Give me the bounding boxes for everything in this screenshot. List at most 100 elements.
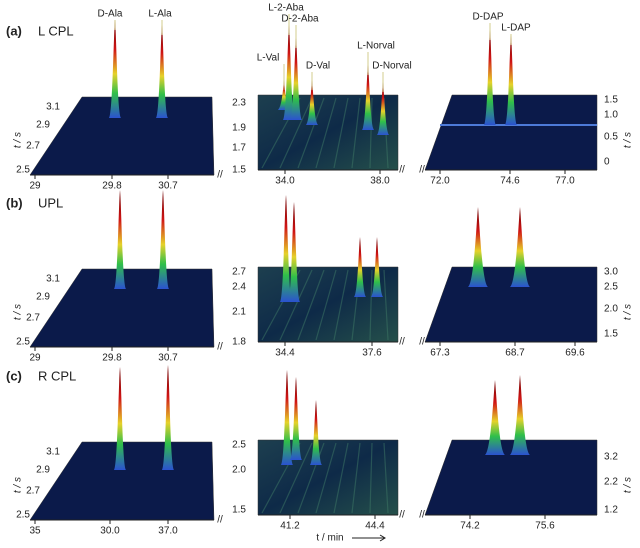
x-tick-label: 35 <box>29 526 41 537</box>
peak <box>354 237 366 297</box>
texture <box>383 269 389 341</box>
y-tick-label: 3.1 <box>46 274 60 285</box>
y-tick-label: 2.0 <box>604 304 618 315</box>
y-tick-label: 2.1 <box>232 307 246 318</box>
peak <box>278 80 290 110</box>
texture <box>333 442 349 514</box>
y-tick-label: 2.0 <box>232 465 246 476</box>
axis-break: // <box>419 510 425 521</box>
axis-break: // <box>399 165 405 176</box>
peak-label: L-DAP <box>501 23 531 34</box>
panel-name: L CPL <box>38 23 74 38</box>
y-tick-label: 2.5 <box>16 337 30 348</box>
peak <box>377 82 389 135</box>
peak <box>162 365 174 470</box>
time-axis-label: t / s <box>13 477 24 493</box>
panel-name: UPL <box>38 195 63 210</box>
peak <box>484 30 496 125</box>
y-tick-label: 1.5 <box>604 95 618 106</box>
peak <box>109 20 121 118</box>
peak <box>310 400 322 465</box>
plane <box>424 439 598 516</box>
y-tick-label: 2.2 <box>604 477 618 488</box>
texture <box>297 269 325 341</box>
y-tick-label: 1.0 <box>604 110 618 121</box>
peak <box>114 190 126 289</box>
peak <box>283 25 295 120</box>
y-tick-label: 2.3 <box>232 98 246 109</box>
peak <box>362 65 374 130</box>
y-tick-label: 2.9 <box>36 120 50 131</box>
peak <box>510 375 530 455</box>
peak <box>290 38 302 120</box>
peak <box>114 367 126 470</box>
panel-label: (c) <box>6 368 22 383</box>
x-tick-label: 30.7 <box>158 353 178 364</box>
peak-label: D-Val <box>306 61 330 72</box>
x-tick-label: 30.0 <box>100 526 120 537</box>
y-tick-label: 3.2 <box>604 452 618 463</box>
texture <box>297 97 325 169</box>
time-axis-label: t / s <box>623 477 634 493</box>
plane <box>257 439 399 516</box>
y-tick-label: 2.7 <box>26 486 40 497</box>
texture <box>279 442 313 514</box>
texture <box>279 269 313 341</box>
y-tick-label: 3.1 <box>46 447 60 458</box>
y-tick-label: 2.5 <box>232 440 246 451</box>
x-tick-label: 38.0 <box>370 176 390 187</box>
y-tick-label: 1.5 <box>232 505 246 516</box>
texture <box>383 442 389 514</box>
x-tick-label: 77.0 <box>555 176 575 187</box>
peak <box>157 190 169 289</box>
axis-break: // <box>399 510 405 521</box>
x-tick-label: 67.3 <box>430 348 450 359</box>
y-tick-label: 0 <box>604 157 610 168</box>
texture <box>333 269 349 341</box>
panel-label: (b) <box>6 195 23 210</box>
x-tick-label: 29.8 <box>102 353 122 364</box>
x-tick-label: 37.6 <box>362 348 382 359</box>
y-tick-label: 2.5 <box>604 282 618 293</box>
time-axis-label: t / s <box>13 132 24 148</box>
peak-label: D-2-Aba <box>281 14 319 25</box>
axis-break: // <box>217 342 223 353</box>
texture <box>315 97 337 169</box>
x-tick-label: 74.6 <box>500 176 520 187</box>
x-tick-label: 68.7 <box>505 348 525 359</box>
y-tick-label: 2.4 <box>232 282 246 293</box>
texture <box>369 97 373 169</box>
axis-break: // <box>217 170 223 181</box>
y-tick-label: 2.7 <box>232 267 246 278</box>
plane <box>257 94 399 171</box>
x-tick-label: 34.0 <box>275 176 295 187</box>
peak <box>280 195 292 302</box>
axis-break: // <box>399 337 405 348</box>
panel-label: (a) <box>6 23 22 38</box>
time-axis-label: t / s <box>623 304 634 320</box>
x-tick-label: 34.4 <box>275 348 295 359</box>
x-tick-label: 72.0 <box>430 176 450 187</box>
axis-arrow <box>352 534 386 542</box>
peak <box>510 207 530 287</box>
axis-break: // <box>419 165 425 176</box>
peak <box>290 377 302 460</box>
peak <box>156 25 168 118</box>
y-tick-label: 1.8 <box>232 337 246 348</box>
x-tick-label: 44.4 <box>365 521 385 532</box>
y-tick-label: 1.5 <box>604 329 618 340</box>
x-tick-label: 37.0 <box>158 526 178 537</box>
time-axis-label: t / s <box>13 304 24 320</box>
x-tick-label: 29 <box>29 353 41 364</box>
x-tick-label: 41.2 <box>280 521 300 532</box>
x-tick-label: 29.8 <box>102 181 122 192</box>
peak <box>288 202 300 302</box>
panel-name: R CPL <box>38 368 76 383</box>
x-tick-label: 30.7 <box>158 181 178 192</box>
y-tick-label: 2.5 <box>16 165 30 176</box>
y-tick-label: 2.9 <box>36 465 50 476</box>
texture <box>333 97 349 169</box>
texture <box>369 442 373 514</box>
texture <box>351 442 361 514</box>
